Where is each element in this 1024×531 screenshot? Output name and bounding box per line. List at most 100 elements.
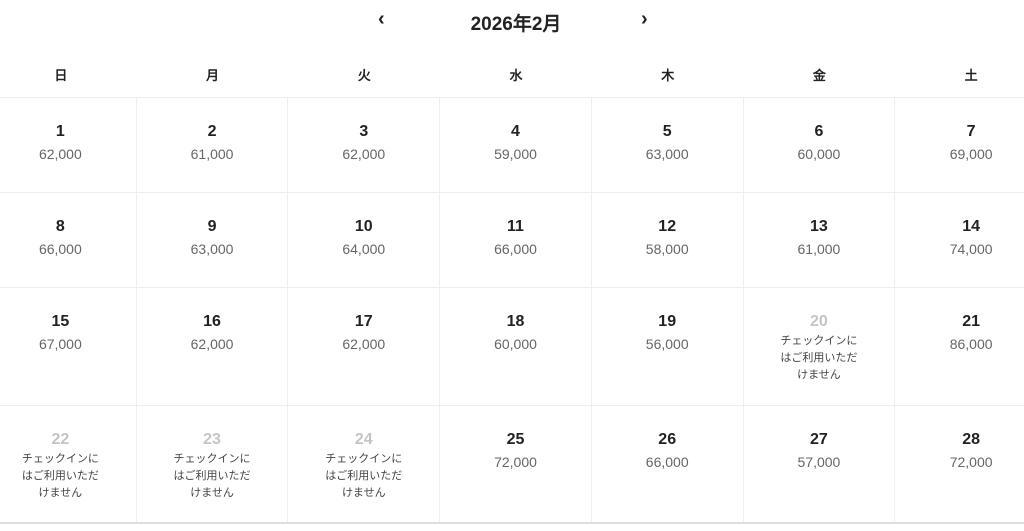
day-number: 25 — [506, 431, 525, 448]
day-number: 9 — [207, 218, 217, 235]
day-number: 8 — [55, 218, 65, 235]
calendar-day[interactable]: 16 62,000 — [137, 288, 289, 405]
day-number: 11 — [507, 218, 524, 235]
day-number: 4 — [511, 123, 520, 140]
day-number: 15 — [51, 313, 70, 330]
calendar-week-row: 8 66,000 9 63,000 10 64,000 11 66,000 12 58,000 13… — [0, 193, 1024, 288]
calendar-week-row: 1 62,000 2 61,000 3 62,000 4 59,000 5 63,000 6 60,0… — [0, 98, 1024, 193]
day-price: 72,000 — [494, 454, 537, 470]
day-price: 64,000 — [342, 241, 386, 257]
calendar-day[interactable]: 4 59,000 — [440, 98, 592, 192]
day-number: 23 — [203, 431, 221, 448]
day-number: 6 — [814, 123, 824, 140]
unavailable-message: チェックインにはご利用いただけません — [325, 453, 403, 499]
calendar-day[interactable]: 3 62,000 — [288, 98, 441, 192]
weekday-label: 火 — [357, 68, 371, 83]
day-price: 67,000 — [38, 336, 82, 352]
calendar-day[interactable]: 10 64,000 — [288, 193, 441, 287]
day-number: 13 — [810, 218, 828, 235]
unavailable-message: チェックインにはご利用いただけません — [21, 453, 99, 499]
day-price: 69,000 — [949, 146, 993, 162]
calendar-day[interactable]: 28 72,000 — [895, 406, 1024, 522]
calendar-day[interactable]: 18 60,000 — [440, 288, 592, 405]
day-number: 17 — [354, 313, 373, 330]
day-number: 1 — [55, 123, 65, 140]
calendar-day[interactable]: 21 86,000 — [895, 288, 1024, 405]
calendar-day[interactable]: 26 66,000 — [592, 406, 744, 522]
weekday-label: 日 — [54, 68, 68, 83]
day-price: 56,000 — [645, 336, 689, 352]
weekday-label: 月 — [206, 68, 220, 83]
unavailable-message: チェックインにはご利用いただけません — [780, 335, 858, 381]
calendar-day[interactable]: 8 66,000 — [0, 193, 137, 287]
day-price: 58,000 — [645, 241, 689, 257]
day-price: 62,000 — [190, 336, 234, 352]
unavailable-message: チェックインにはご利用いただけません — [173, 453, 251, 499]
calendar-day[interactable]: 1 62,000 — [0, 98, 137, 192]
calendar-day-unavailable: 23 チェックインにはご利用いただけません — [137, 406, 289, 522]
day-number: 19 — [658, 313, 677, 330]
chevron-left-icon[interactable]: ‹ — [378, 8, 385, 30]
day-price: 59,000 — [494, 146, 537, 162]
day-price: 66,000 — [494, 241, 537, 257]
day-number: 20 — [810, 313, 828, 330]
calendar-day[interactable]: 6 60,000 — [744, 98, 896, 192]
calendar-day-unavailable: 24 チェックインにはご利用いただけません — [288, 406, 441, 522]
day-number: 18 — [506, 313, 525, 330]
day-price: 66,000 — [645, 454, 689, 470]
day-number: 26 — [658, 431, 677, 448]
calendar-week-row: 22 チェックインにはご利用いただけません 23 チェックインにはご利用いただけません… — [0, 406, 1024, 524]
calendar-day[interactable]: 15 67,000 — [0, 288, 137, 405]
calendar-day[interactable]: 7 69,000 — [895, 98, 1024, 192]
month-navigation: ‹ 2026年2月 › — [0, 0, 1024, 44]
calendar-day[interactable]: 11 66,000 — [440, 193, 592, 287]
day-price: 72,000 — [949, 454, 993, 470]
calendar-day[interactable]: 13 61,000 — [744, 193, 896, 287]
weekday-label: 金 — [812, 68, 826, 83]
calendar-day[interactable]: 2 61,000 — [137, 98, 289, 192]
day-price: 60,000 — [797, 146, 841, 162]
day-price: 61,000 — [190, 146, 234, 162]
day-price: 66,000 — [38, 241, 82, 257]
day-price: 62,000 — [342, 336, 386, 352]
day-number: 16 — [203, 313, 221, 330]
day-number: 3 — [359, 123, 369, 140]
day-price: 63,000 — [190, 241, 234, 257]
calendar-day[interactable]: 25 72,000 — [440, 406, 592, 522]
day-number: 27 — [810, 431, 828, 448]
calendar-day[interactable]: 14 74,000 — [895, 193, 1024, 287]
day-number: 22 — [51, 431, 70, 448]
day-price: 57,000 — [797, 454, 841, 470]
calendar-day[interactable]: 12 58,000 — [592, 193, 744, 287]
calendar-week-row: 15 67,000 16 62,000 17 62,000 18 60,000 19 56,000… — [0, 288, 1024, 406]
weekday-label: 土 — [964, 68, 978, 83]
day-price: 61,000 — [797, 241, 841, 257]
weekday-header: 日月火水木金土 — [0, 55, 1024, 98]
calendar-day-unavailable: 20 チェックインにはご利用いただけません — [744, 288, 896, 405]
day-number: 12 — [658, 218, 677, 235]
day-number: 5 — [662, 123, 672, 140]
calendar-day-unavailable: 22 チェックインにはご利用いただけません — [0, 406, 137, 522]
day-number: 28 — [962, 431, 981, 448]
day-price: 86,000 — [949, 336, 993, 352]
day-number: 14 — [962, 218, 981, 235]
day-number: 21 — [962, 313, 981, 330]
calendar-day[interactable]: 9 63,000 — [137, 193, 289, 287]
day-number: 24 — [354, 431, 373, 448]
calendar-day[interactable]: 19 56,000 — [592, 288, 744, 405]
day-price: 60,000 — [494, 336, 537, 352]
day-price: 62,000 — [38, 146, 82, 162]
day-price: 62,000 — [342, 146, 386, 162]
weekday-label: 水 — [509, 68, 523, 83]
month-title: 2026年2月 — [470, 14, 562, 35]
calendar-day[interactable]: 27 57,000 — [744, 406, 896, 522]
day-price: 74,000 — [949, 241, 993, 257]
day-number: 10 — [354, 218, 373, 235]
calendar-day[interactable]: 5 63,000 — [592, 98, 744, 192]
calendar-grid: 日 月 火 水 木 金 土 1 62,000 2 61,000 3 62,000 4 59,000 5 63,… — [0, 55, 1024, 524]
day-price: 63,000 — [645, 146, 689, 162]
chevron-right-icon[interactable]: › — [641, 8, 648, 30]
calendar-day[interactable]: 17 62,000 — [288, 288, 441, 405]
weekday-label: 木 — [661, 68, 675, 83]
day-number: 2 — [207, 123, 217, 140]
